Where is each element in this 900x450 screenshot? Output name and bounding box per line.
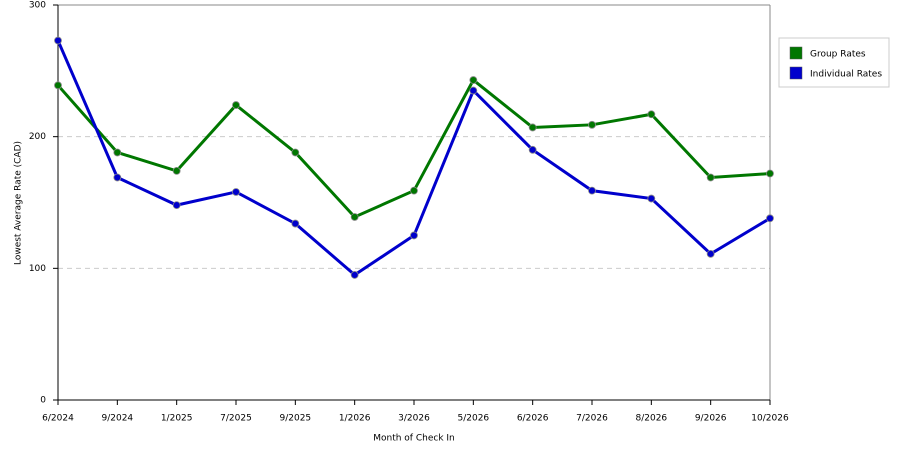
x-tick-label: 9/2026 xyxy=(695,414,727,424)
point xyxy=(647,110,656,119)
point xyxy=(706,173,715,182)
x-tick-label: 5/2026 xyxy=(457,414,489,424)
point xyxy=(766,169,774,178)
x-axis-title: Month of Check In xyxy=(373,434,455,444)
point xyxy=(588,120,596,129)
x-tick-label: 9/2025 xyxy=(279,414,311,424)
x-tick-label: 8/2026 xyxy=(635,414,667,424)
point xyxy=(706,249,715,258)
series-line xyxy=(56,77,771,219)
point xyxy=(172,166,181,175)
y-tick-label: 200 xyxy=(29,132,46,142)
x-tick-label: 3/2026 xyxy=(398,414,430,424)
legend-swatch xyxy=(789,66,803,80)
legend-label: Individual Rates xyxy=(810,70,882,80)
point xyxy=(350,213,359,221)
point xyxy=(528,123,537,132)
point xyxy=(469,86,478,95)
point xyxy=(410,231,418,240)
x-tick-label: 1/2025 xyxy=(161,414,193,424)
point xyxy=(232,188,240,196)
point xyxy=(647,194,656,203)
point xyxy=(469,76,478,84)
y-tick-label: 100 xyxy=(29,264,46,274)
point xyxy=(172,201,181,210)
x-tick-label: 6/2026 xyxy=(517,414,549,424)
point xyxy=(410,186,418,195)
legend-swatch xyxy=(789,46,803,60)
x-tick-label: 10/2026 xyxy=(751,414,789,424)
legend-box xyxy=(778,37,890,88)
point xyxy=(588,186,596,195)
point xyxy=(528,145,537,154)
y-axis-title: Lowest Average Rate (CAD) xyxy=(14,141,24,265)
x-tick-label: 7/2025 xyxy=(220,414,252,424)
point xyxy=(350,271,359,279)
x-tick-label: 6/2024 xyxy=(42,414,74,424)
x-tick-label: 7/2026 xyxy=(576,414,608,424)
series-line xyxy=(56,39,771,277)
y-tick-label: 300 xyxy=(29,1,46,11)
point xyxy=(54,81,62,90)
y-tick-label: 0 xyxy=(40,396,46,406)
point xyxy=(232,101,240,109)
point xyxy=(766,214,774,223)
point xyxy=(291,219,300,228)
legend-label: Group Rates xyxy=(810,50,866,60)
x-tick-label: 9/2024 xyxy=(101,414,133,424)
x-tick-label: 1/2026 xyxy=(339,414,371,424)
point xyxy=(291,148,300,157)
point xyxy=(113,148,122,157)
point xyxy=(113,173,122,182)
point xyxy=(54,36,62,45)
